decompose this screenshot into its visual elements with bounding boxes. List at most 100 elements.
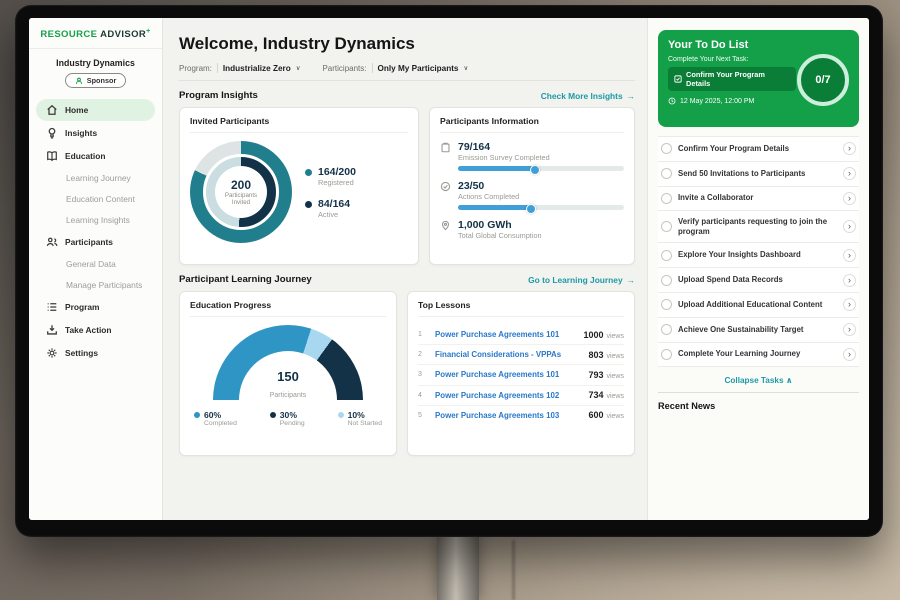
sidebar-item-settings[interactable]: Settings	[36, 342, 155, 364]
sponsor-badge[interactable]: Sponsor	[64, 73, 127, 89]
consumption-value: 1,000 GWh	[458, 219, 512, 231]
task-checkbox[interactable]	[661, 168, 672, 180]
card-title: Top Lessons	[418, 300, 624, 317]
actions-progress-track	[458, 203, 624, 214]
main-content: Welcome, Industry Dynamics Program: Indu…	[163, 18, 647, 520]
sidebar-item-participants[interactable]: Participants	[36, 231, 155, 253]
info-row-survey: 79/164 Emission Survey Completed	[440, 141, 624, 175]
task-row-achieve-target[interactable]: Achieve One Sustainability Target ›	[658, 317, 859, 343]
task-row-upload-educational-content[interactable]: Upload Additional Educational Content ›	[658, 292, 859, 318]
task-checkbox[interactable]	[661, 348, 672, 360]
lesson-views: 793	[588, 369, 604, 380]
task-checkbox[interactable]	[661, 324, 672, 336]
sidebar-item-home[interactable]: Home	[36, 99, 155, 122]
task-row-confirm-program[interactable]: Confirm Your Program Details ›	[658, 136, 859, 162]
lesson-views: 600	[588, 410, 604, 421]
teal-dot-icon	[305, 168, 312, 176]
sidebar-item-take-action[interactable]: Take Action	[36, 319, 155, 341]
legend-not-started: 10% Not Started	[337, 410, 382, 427]
lesson-link[interactable]: Power Purchase Agreements 101	[435, 330, 560, 340]
lesson-link[interactable]: Power Purchase Agreements 102	[435, 390, 560, 400]
participants-filter[interactable]: Participants: Only My Participants ∨	[322, 63, 468, 73]
sidebar-item-program[interactable]: Program	[36, 296, 155, 318]
book-icon	[46, 150, 58, 162]
sidebar-item-label: Education Content	[66, 194, 135, 205]
pending-label: Pending	[279, 420, 305, 427]
top-lessons-card: Top Lessons 1 Power Purchase Agreements …	[407, 291, 635, 456]
task-checkbox[interactable]	[661, 143, 672, 155]
program-filter[interactable]: Program: Industrialize Zero ∨	[179, 63, 300, 73]
check-more-insights-link[interactable]: Check More Insights →	[541, 91, 635, 101]
due-time: 12 May 2025, 12:00 PM	[668, 97, 849, 105]
sidebar-item-label: Manage Participants	[66, 280, 143, 291]
collapse-label: Collapse Tasks	[724, 376, 784, 386]
sidebar-item-education[interactable]: Education	[36, 145, 155, 167]
invited-caption: Participants Invited	[224, 191, 258, 206]
navy-dot-icon	[305, 200, 312, 208]
task-row-explore-insights[interactable]: Explore Your Insights Dashboard ›	[658, 243, 859, 269]
chevron-right-icon[interactable]: ›	[843, 323, 856, 337]
task-row-upload-spend-data[interactable]: Upload Spend Data Records ›	[658, 268, 859, 293]
sidebar-item-learning-insights[interactable]: Learning Insights	[36, 210, 155, 230]
chevron-right-icon[interactable]: ›	[843, 273, 856, 287]
lesson-link[interactable]: Power Purchase Agreements 103	[435, 410, 560, 420]
clipboard-icon	[440, 142, 452, 154]
views-label: views	[606, 413, 624, 421]
task-label: Verify participants requesting to join t…	[678, 216, 828, 236]
chevron-right-icon[interactable]: ›	[843, 248, 856, 262]
actions-value: 23/50	[458, 180, 485, 192]
collapse-tasks-link[interactable]: Collapse Tasks ∧	[658, 367, 859, 392]
survey-progress-track	[458, 164, 624, 175]
task-label: Achieve One Sustainability Target	[678, 324, 804, 334]
sidebar-item-label: Settings	[65, 348, 99, 359]
lesson-link[interactable]: Financial Considerations - VPPAs	[435, 350, 562, 360]
sidebar-item-insights[interactable]: Insights	[36, 122, 155, 144]
task-row-invite-collaborator[interactable]: Invite a Collaborator ›	[658, 186, 859, 212]
lesson-row: 3 Power Purchase Agreements 101 793 views	[418, 365, 624, 386]
sidebar-item-label: Learning Journey	[66, 173, 131, 184]
checkbox-icon	[674, 75, 682, 83]
lesson-link[interactable]: Power Purchase Agreements 101	[435, 370, 560, 380]
chevron-right-icon[interactable]: ›	[843, 347, 856, 361]
task-checkbox[interactable]	[661, 249, 672, 261]
next-task-chip[interactable]: Confirm Your Program Details	[668, 67, 796, 91]
gauge-value: 150	[277, 369, 299, 384]
task-checkbox[interactable]	[661, 274, 672, 286]
task-checkbox[interactable]	[661, 221, 672, 233]
chevron-right-icon[interactable]: ›	[843, 191, 856, 205]
lesson-row: 5 Power Purchase Agreements 103 600 views	[418, 406, 624, 425]
task-checkbox[interactable]	[661, 192, 672, 204]
wall-edge	[512, 540, 515, 600]
task-row-verify-participants[interactable]: Verify participants requesting to join t…	[658, 211, 859, 244]
sidebar-item-education-content[interactable]: Education Content	[36, 189, 155, 209]
section-title: Program Insights	[179, 90, 258, 101]
task-row-complete-learning-journey[interactable]: Complete Your Learning Journey ›	[658, 342, 859, 368]
sidebar-item-label: Learning Insights	[66, 215, 130, 226]
todo-panel: Your To Do List Complete Your Next Task:…	[647, 18, 869, 520]
arrow-right-icon: →	[626, 274, 635, 285]
sidebar-item-manage-participants[interactable]: Manage Participants	[36, 275, 155, 295]
gauge-center: 150 Participants	[213, 369, 363, 402]
task-row-send-invitations[interactable]: Send 50 Invitations to Participants ›	[658, 161, 859, 187]
chevron-right-icon[interactable]: ›	[843, 298, 856, 312]
chevron-right-icon[interactable]: ›	[843, 167, 856, 181]
sidebar-item-learning-journey[interactable]: Learning Journey	[36, 168, 155, 188]
lesson-rank: 5	[418, 411, 422, 419]
education-legend: 60% Completed 30% Pending 10% Not Starte…	[190, 402, 386, 427]
lesson-views: 734	[588, 390, 604, 401]
legend-dot	[269, 412, 276, 418]
program-filter-label: Program:	[179, 63, 212, 73]
go-to-learning-journey-link[interactable]: Go to Learning Journey →	[528, 275, 635, 285]
chevron-right-icon[interactable]: ›	[843, 142, 856, 156]
legend-dot	[194, 412, 200, 418]
chevron-right-icon[interactable]: ›	[843, 220, 856, 234]
views-label: views	[606, 393, 624, 401]
brand-plus: +	[146, 28, 151, 35]
task-label: Confirm Your Program Details	[678, 143, 790, 153]
sidebar-item-general-data[interactable]: General Data	[36, 254, 155, 274]
task-checkbox[interactable]	[661, 299, 672, 311]
sidebar-item-label: Education	[65, 151, 106, 162]
invited-total: 200	[230, 177, 252, 192]
active-value: 84/164	[318, 197, 351, 210]
views-label: views	[606, 352, 624, 360]
